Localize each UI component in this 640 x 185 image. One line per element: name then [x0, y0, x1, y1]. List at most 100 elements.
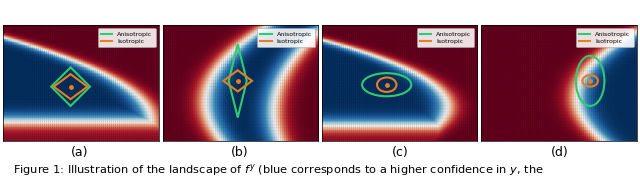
- Point: [372, 75, 382, 78]
- Point: [468, 31, 479, 34]
- Point: [238, 132, 248, 135]
- Point: [57, 107, 67, 110]
- Point: [324, 104, 335, 107]
- Point: [242, 56, 252, 59]
- Point: [69, 101, 79, 104]
- Point: [344, 72, 355, 75]
- Point: [573, 72, 583, 75]
- Point: [582, 37, 593, 40]
- Point: [183, 123, 193, 126]
- Point: [586, 28, 596, 31]
- Point: [468, 56, 479, 59]
- Point: [223, 60, 233, 63]
- Point: [537, 123, 547, 126]
- Point: [435, 44, 445, 47]
- Point: [311, 91, 321, 94]
- Point: [179, 81, 189, 84]
- Point: [191, 123, 201, 126]
- Point: [42, 138, 52, 141]
- Point: [309, 114, 319, 117]
- Point: [271, 105, 282, 108]
- Point: [227, 105, 237, 108]
- Point: [525, 53, 536, 56]
- Point: [303, 127, 314, 130]
- Point: [81, 130, 91, 133]
- Point: [79, 138, 89, 141]
- Point: [520, 53, 530, 56]
- Point: [350, 83, 360, 86]
- Point: [256, 70, 266, 73]
- Point: [480, 63, 490, 66]
- Point: [28, 23, 38, 26]
- Point: [205, 94, 215, 97]
- Point: [256, 63, 266, 66]
- Point: [476, 123, 486, 126]
- Point: [305, 37, 316, 40]
- Point: [423, 92, 433, 95]
- Point: [539, 108, 549, 111]
- Point: [419, 127, 429, 130]
- Point: [93, 40, 103, 43]
- Point: [595, 135, 605, 138]
- Point: [35, 123, 45, 126]
- Point: [197, 127, 207, 130]
- Point: [150, 102, 160, 105]
- Point: [262, 107, 272, 110]
- Point: [386, 73, 396, 76]
- Point: [211, 127, 221, 130]
- Point: [618, 86, 628, 89]
- Point: [592, 97, 602, 100]
- Point: [478, 102, 488, 105]
- Point: [264, 114, 274, 117]
- Point: [401, 125, 412, 127]
- Point: [606, 69, 616, 72]
- Point: [104, 91, 115, 94]
- Point: [567, 88, 577, 91]
- Point: [410, 102, 420, 105]
- Point: [433, 43, 443, 46]
- Point: [293, 97, 303, 100]
- Point: [452, 79, 463, 82]
- Point: [498, 40, 508, 43]
- Point: [71, 92, 81, 95]
- Point: [301, 40, 312, 43]
- Point: [396, 136, 406, 139]
- Point: [569, 34, 579, 37]
- Point: [376, 59, 386, 62]
- Point: [77, 117, 87, 120]
- Point: [602, 123, 612, 126]
- Point: [384, 54, 394, 57]
- Point: [344, 114, 355, 117]
- Point: [93, 51, 103, 54]
- Point: [533, 92, 543, 95]
- Point: [396, 108, 406, 111]
- Point: [59, 100, 69, 102]
- Point: [374, 41, 384, 44]
- Point: [161, 98, 172, 101]
- Point: [569, 35, 579, 38]
- Point: [454, 104, 465, 107]
- Point: [522, 82, 532, 85]
- Point: [344, 62, 355, 65]
- Point: [396, 62, 406, 65]
- Point: [254, 97, 264, 100]
- Point: [0, 139, 8, 142]
- Point: [608, 60, 618, 63]
- Point: [372, 73, 382, 76]
- Point: [238, 117, 248, 120]
- Point: [537, 50, 547, 53]
- Point: [525, 60, 536, 63]
- Point: [388, 41, 398, 44]
- Point: [622, 132, 632, 135]
- Point: [293, 79, 303, 82]
- Point: [159, 97, 170, 100]
- Point: [461, 88, 471, 91]
- Point: [152, 38, 162, 41]
- Point: [88, 69, 99, 72]
- Point: [522, 102, 532, 105]
- Point: [567, 114, 577, 117]
- Point: [441, 89, 451, 92]
- Point: [545, 79, 556, 82]
- Point: [18, 47, 28, 50]
- Point: [606, 100, 616, 102]
